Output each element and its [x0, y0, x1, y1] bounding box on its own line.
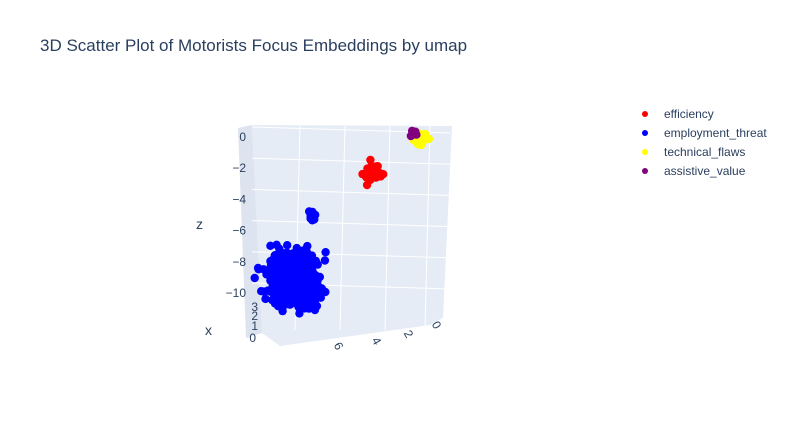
point-efficiency: [373, 162, 382, 171]
legend-marker: [642, 111, 648, 117]
point-employment_threat: [268, 255, 277, 264]
z-tick-label: −8: [232, 255, 246, 269]
point-employment_threat: [289, 298, 298, 307]
z-axis-title: z: [196, 216, 203, 232]
legend-label: assistive_value: [664, 164, 746, 178]
x-tick-label: 0: [249, 331, 256, 345]
series-assistive_value: [406, 126, 421, 141]
point-employment_threat: [275, 244, 284, 253]
x-tick-label: 2: [251, 309, 258, 323]
point-employment_threat: [270, 299, 280, 308]
point-efficiency: [379, 170, 388, 179]
left-wall: [238, 125, 262, 338]
point-employment_threat: [298, 288, 307, 298]
x-tick-label: 1: [251, 319, 258, 333]
grid-line-y: [384, 125, 391, 331]
y-tick-label: 4: [369, 335, 385, 348]
point-employment_threat: [266, 287, 275, 296]
point-employment_threat: [291, 276, 301, 285]
legend-label: technical_flaws: [664, 145, 745, 159]
point-employment_threat: [312, 301, 322, 311]
legend-item-employment_threat[interactable]: employment_threat: [642, 126, 767, 140]
point-efficiency: [366, 155, 375, 165]
point-employment_threat: [321, 248, 330, 257]
point-employment_threat: [259, 287, 269, 296]
z-tick-label: −2: [232, 161, 246, 175]
legend-item-efficiency[interactable]: efficiency: [642, 107, 714, 121]
point-employment_threat: [308, 266, 317, 275]
point-employment_threat: [303, 297, 312, 306]
point-employment_threat: [295, 309, 304, 318]
z-axis-ticks: 0 −2 −4 −6 −8 −10: [226, 130, 247, 300]
grid-line-y: [339, 125, 346, 331]
point-employment_threat: [279, 283, 288, 293]
point-employment_threat: [261, 294, 270, 304]
legend-label: efficiency: [664, 107, 714, 121]
point-employment_threat: [279, 252, 288, 261]
point-employment_threat: [259, 265, 268, 274]
point-employment_threat: [317, 284, 326, 293]
legend-item-technical_flaws[interactable]: technical_flaws: [642, 145, 745, 159]
grid-line-z: [251, 157, 451, 165]
point-employment_threat: [307, 251, 317, 260]
point-employment_threat: [267, 263, 276, 273]
x-axis-title: x: [205, 322, 212, 338]
y-tick-label: 2: [401, 328, 417, 341]
point-employment_threat: [289, 249, 298, 258]
point-efficiency: [358, 169, 367, 179]
series-employment_threat: [250, 207, 330, 318]
point-employment_threat: [266, 241, 275, 250]
grid-lines: [251, 125, 451, 331]
legend-label: employment_threat: [664, 126, 767, 140]
grid-line-y: [424, 125, 431, 331]
point-employment_threat: [283, 241, 292, 250]
legend-marker: [642, 130, 648, 136]
z-tick-label: −6: [232, 224, 246, 238]
point-employment_threat: [294, 266, 303, 275]
point-efficiency: [362, 180, 372, 190]
point-employment_threat: [316, 293, 325, 302]
legend-marker: [642, 149, 648, 155]
legend-item-assistive_value[interactable]: assistive_value: [642, 164, 746, 178]
series-efficiency: [358, 155, 388, 190]
data-points: [250, 126, 434, 318]
point-employment_threat: [305, 282, 314, 291]
point-employment_threat: [320, 256, 330, 265]
point-assistive_value: [411, 127, 420, 136]
point-employment_threat: [277, 258, 286, 268]
floor-wall: [262, 318, 443, 346]
point-employment_threat: [304, 258, 313, 268]
grid-line-z: [251, 188, 451, 196]
z-tick-label: 0: [239, 130, 246, 144]
grid-line-z: [251, 220, 451, 228]
legend: efficiency employment_threat technical_fla…: [642, 107, 767, 178]
z-tick-label: −4: [232, 192, 246, 206]
y-tick-label: 6: [331, 340, 347, 353]
point-employment_threat: [250, 273, 259, 283]
point-employment_threat: [278, 306, 287, 316]
legend-marker: [642, 168, 648, 174]
x-tick-label: 3: [251, 300, 258, 314]
point-efficiency: [371, 173, 381, 182]
point-employment_threat: [282, 294, 292, 303]
point-employment_threat: [306, 212, 315, 221]
chart-title: 3D Scatter Plot of Motorists Focus Embed…: [40, 36, 467, 55]
point-employment_threat: [280, 272, 290, 281]
z-tick-label: −10: [226, 286, 247, 300]
point-technical_flaws: [420, 129, 430, 139]
point-employment_threat: [303, 241, 312, 251]
